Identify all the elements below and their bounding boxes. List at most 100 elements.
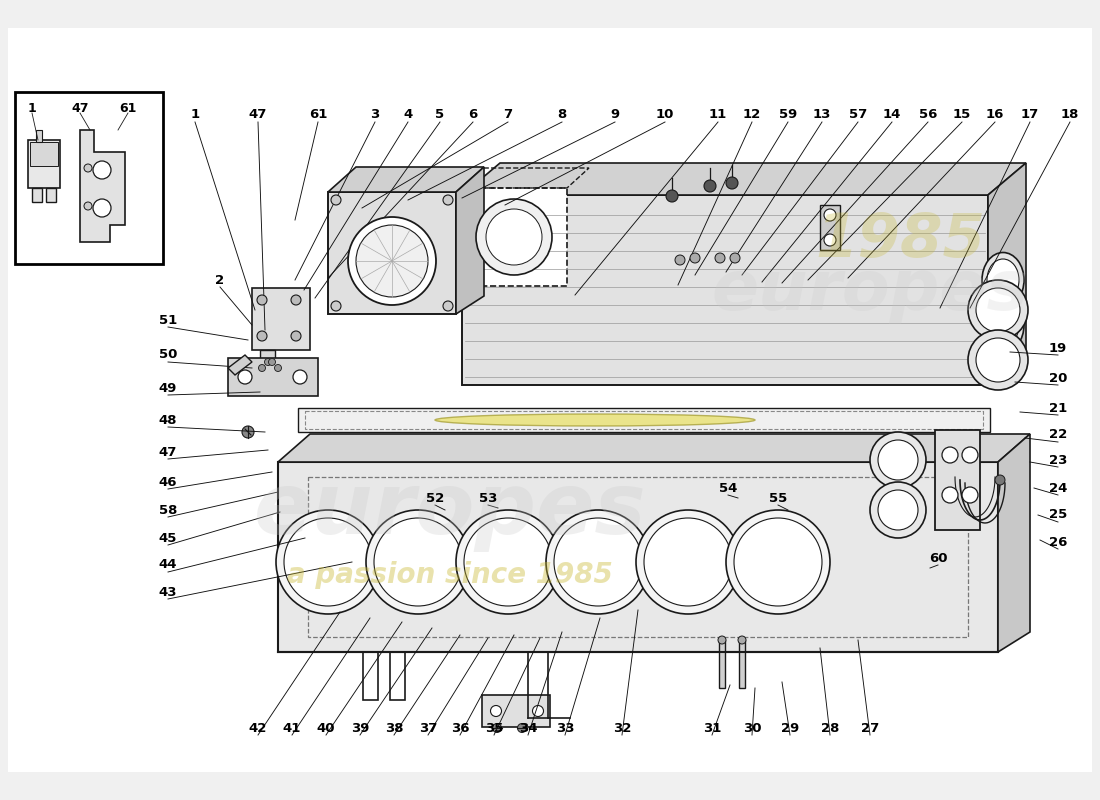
Text: 14: 14: [883, 109, 901, 122]
Text: 41: 41: [283, 722, 301, 734]
Polygon shape: [988, 163, 1026, 385]
Circle shape: [258, 365, 265, 371]
Circle shape: [443, 301, 453, 311]
Text: 7: 7: [504, 109, 513, 122]
Circle shape: [456, 510, 560, 614]
Circle shape: [464, 518, 552, 606]
Ellipse shape: [987, 304, 1019, 346]
Ellipse shape: [987, 259, 1019, 301]
Text: 61: 61: [309, 109, 327, 122]
Text: 37: 37: [419, 722, 437, 734]
Text: 31: 31: [703, 722, 722, 734]
Text: 23: 23: [1048, 454, 1067, 466]
Polygon shape: [998, 434, 1030, 652]
Text: 39: 39: [351, 722, 370, 734]
Circle shape: [734, 518, 822, 606]
Text: 53: 53: [478, 491, 497, 505]
Circle shape: [644, 518, 732, 606]
Circle shape: [675, 255, 685, 265]
Circle shape: [976, 338, 1020, 382]
Circle shape: [546, 510, 650, 614]
Circle shape: [554, 518, 642, 606]
Text: 28: 28: [821, 722, 839, 734]
Circle shape: [292, 295, 301, 305]
Circle shape: [84, 164, 92, 172]
Circle shape: [824, 209, 836, 221]
Circle shape: [94, 161, 111, 179]
Circle shape: [962, 487, 978, 503]
Text: 30: 30: [742, 722, 761, 734]
Polygon shape: [298, 408, 990, 432]
Circle shape: [443, 195, 453, 205]
Text: 55: 55: [769, 491, 788, 505]
Circle shape: [374, 518, 462, 606]
Text: europes: europes: [712, 257, 1028, 323]
Text: 16: 16: [986, 109, 1004, 122]
Polygon shape: [456, 167, 484, 314]
Text: 32: 32: [613, 722, 631, 734]
Circle shape: [356, 225, 428, 297]
Text: 1: 1: [28, 102, 36, 114]
Bar: [46, 188, 56, 202]
Text: 1: 1: [190, 109, 199, 122]
Polygon shape: [80, 130, 125, 242]
Text: 47: 47: [158, 446, 177, 458]
Circle shape: [730, 253, 740, 263]
Bar: [482, 695, 550, 727]
Circle shape: [238, 370, 252, 384]
Text: 33: 33: [556, 722, 574, 734]
Bar: [305, 411, 983, 429]
Text: 15: 15: [953, 109, 971, 122]
Text: 10: 10: [656, 109, 674, 122]
Circle shape: [718, 636, 726, 644]
Circle shape: [636, 510, 740, 614]
Text: 1985: 1985: [815, 210, 984, 270]
Text: 25: 25: [1049, 509, 1067, 522]
Circle shape: [264, 358, 272, 366]
Circle shape: [275, 365, 282, 371]
Circle shape: [738, 636, 746, 644]
Bar: [32, 188, 42, 202]
Bar: [462, 195, 988, 385]
Text: 40: 40: [317, 722, 336, 734]
Text: 2: 2: [216, 274, 224, 286]
Text: 47: 47: [249, 109, 267, 122]
Text: 34: 34: [519, 722, 537, 734]
Text: 56: 56: [918, 109, 937, 122]
Circle shape: [276, 510, 380, 614]
Text: a passion since 1985: a passion since 1985: [287, 561, 613, 589]
Circle shape: [962, 447, 978, 463]
Text: 12: 12: [742, 109, 761, 122]
Bar: [252, 288, 310, 350]
Text: 48: 48: [158, 414, 177, 426]
Text: 24: 24: [1048, 482, 1067, 494]
Circle shape: [824, 234, 836, 246]
Bar: [462, 188, 566, 286]
Circle shape: [726, 510, 830, 614]
Circle shape: [968, 280, 1028, 340]
Circle shape: [517, 723, 527, 733]
Ellipse shape: [434, 414, 755, 426]
Text: 59: 59: [779, 109, 798, 122]
Circle shape: [976, 288, 1020, 332]
Polygon shape: [228, 358, 318, 396]
Bar: [28, 140, 60, 188]
Text: 4: 4: [404, 109, 412, 122]
Circle shape: [878, 490, 918, 530]
Bar: [820, 205, 840, 250]
Text: 46: 46: [158, 475, 177, 489]
Circle shape: [94, 199, 111, 217]
Circle shape: [84, 202, 92, 210]
Text: 21: 21: [1049, 402, 1067, 414]
Text: 26: 26: [1048, 535, 1067, 549]
Bar: [739, 640, 745, 688]
Polygon shape: [328, 167, 484, 192]
Text: 29: 29: [781, 722, 799, 734]
Circle shape: [690, 253, 700, 263]
Text: 43: 43: [158, 586, 177, 598]
Circle shape: [532, 706, 543, 717]
Circle shape: [348, 217, 436, 305]
Text: 19: 19: [1049, 342, 1067, 354]
Text: 45: 45: [158, 531, 177, 545]
Text: 57: 57: [849, 109, 867, 122]
